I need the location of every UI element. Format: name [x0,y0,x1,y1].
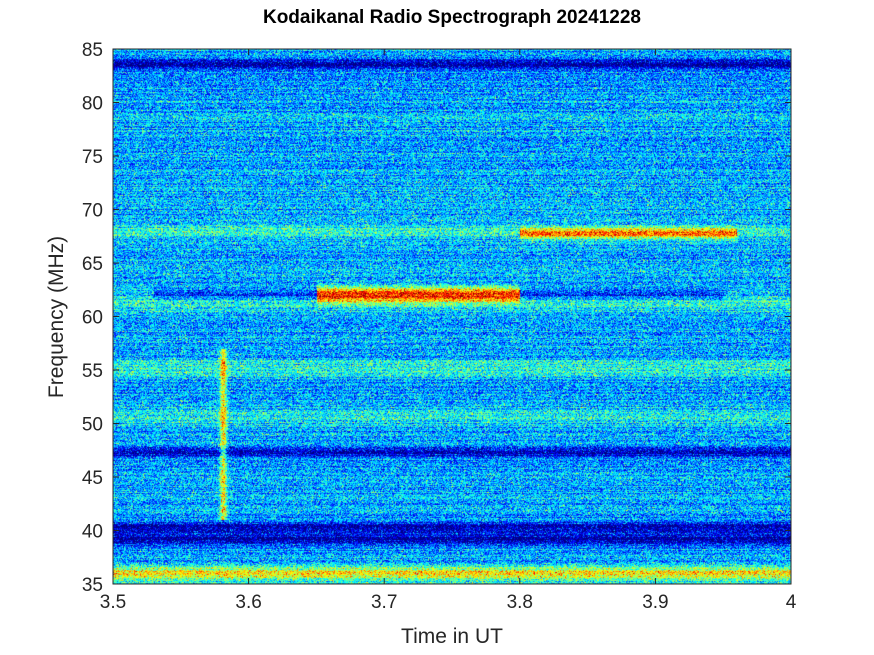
y-tick-label: 60 [82,308,103,329]
x-tick-label: 3.5 [100,592,126,613]
y-tick-label: 50 [82,415,103,436]
x-tick-label: 4 [786,592,797,613]
axes-frame [112,48,792,585]
plot-border [112,48,792,585]
x-tick-label: 3.8 [507,592,533,613]
y-tick-label: 40 [82,522,103,543]
y-axis-label: Frequency (MHz) [45,236,68,398]
x-axis-label: Time in UT [401,625,503,648]
y-tick-label: 85 [82,40,103,61]
chart-title: Kodaikanal Radio Spectrograph 20241228 [263,7,641,28]
y-tick-label: 55 [82,361,103,382]
y-tick-label: 65 [82,254,103,275]
x-axis-ticks: 3.5 3.6 3.7 3.8 3.9 4 [100,49,797,613]
y-axis-ticks: 35 40 45 50 55 60 65 70 75 80 85 [82,40,791,596]
y-tick-label: 75 [82,147,103,168]
y-tick-label: 80 [82,94,103,115]
x-tick-label: 3.6 [235,592,261,613]
y-tick-label: 70 [82,201,103,222]
y-tick-label: 45 [82,468,103,489]
spectrogram-heatmap [113,49,791,584]
x-tick-label: 3.9 [642,592,668,613]
x-tick-label: 3.7 [371,592,397,613]
y-tick-label: 35 [82,575,103,596]
